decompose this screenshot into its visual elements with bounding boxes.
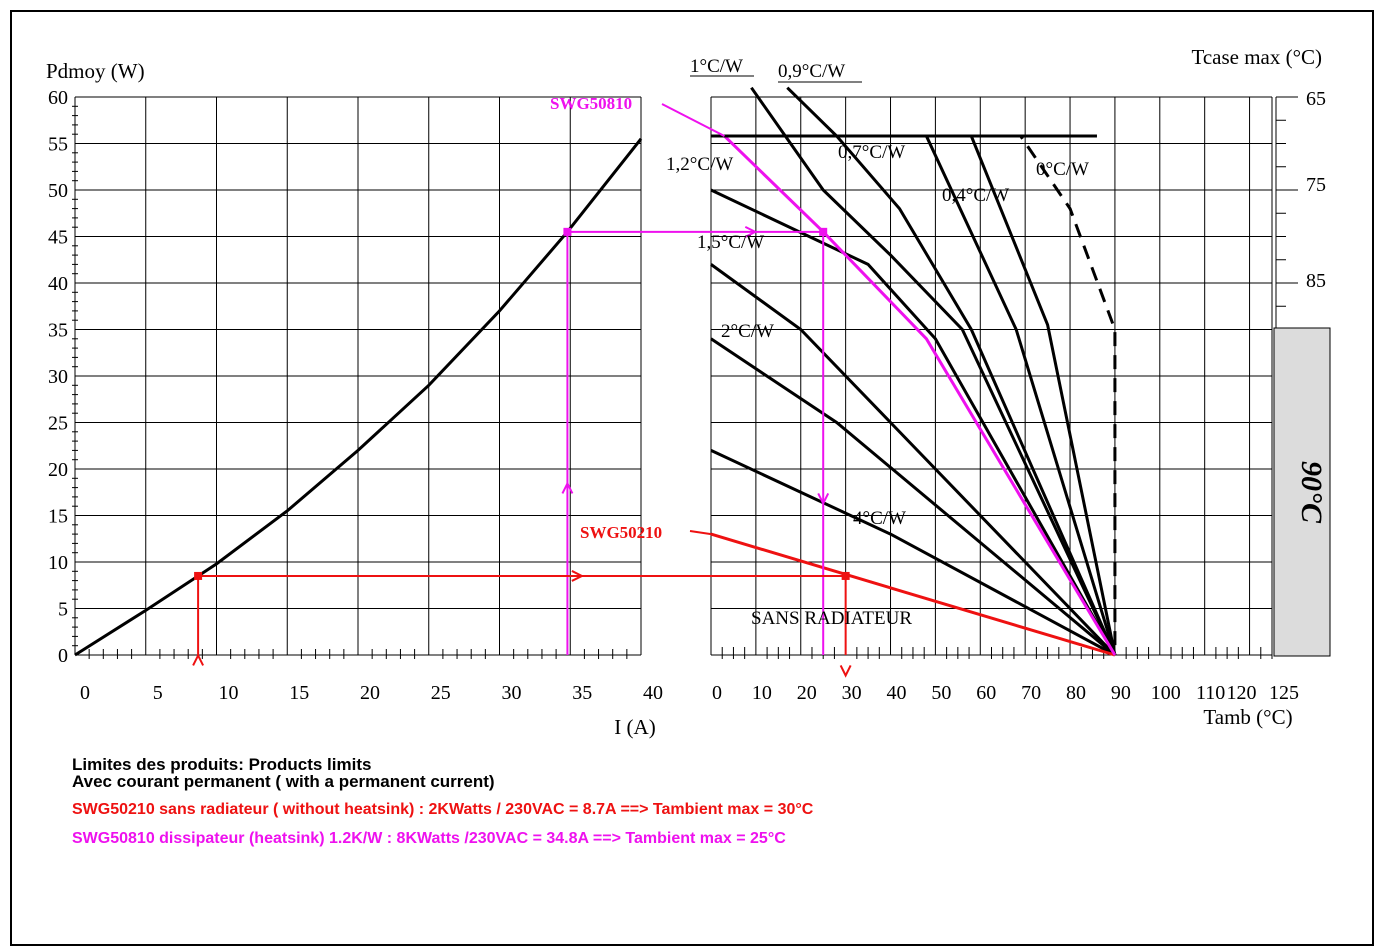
left-y-tick-label: 10 <box>48 552 68 574</box>
arrow-head <box>744 225 758 238</box>
swg50810-point-left <box>563 227 572 236</box>
tick-labels: 0 5 10 15 20 25 30 35 40 0 5 10 15 20 25 30 35 40 45 50 55 60… <box>48 87 1326 704</box>
curve-label-2: 2°C/W <box>721 321 774 342</box>
grey-band-label: 90°C <box>1295 461 1328 524</box>
left-y-tick-label: 60 <box>48 87 68 109</box>
right-y2-tick-label: 85 <box>1306 270 1326 292</box>
left-y-tick-label: 5 <box>58 599 68 621</box>
pd-vs-current-line <box>74 137 643 657</box>
highlight-paths <box>192 103 852 678</box>
curve-sans-radiateur <box>710 532 1116 657</box>
right-ylabel: Tcase max (°C) <box>1191 45 1322 69</box>
swg50810-label: SWG50810 <box>550 94 632 113</box>
arrow-head <box>817 492 830 506</box>
right-y2-tick-label: 75 <box>1306 174 1326 196</box>
left-y-tick-label: 50 <box>48 180 68 202</box>
left-y-tick-label: 30 <box>48 366 68 388</box>
left-y-tick-label: 45 <box>48 227 68 249</box>
curve-2-c-w <box>710 337 1116 657</box>
curve-label-1-2: 1,2°C/W <box>666 154 733 175</box>
right-curves <box>710 86 1117 657</box>
left-curves <box>74 137 643 657</box>
curve-label-0-9: 0,9°C/W <box>778 61 845 82</box>
left-y-tick-label: 25 <box>48 413 68 435</box>
left-xlabel: I (A) <box>614 715 655 739</box>
curve-0-c-w <box>711 134 1117 655</box>
swg50210-point-left <box>194 571 203 580</box>
curve-1-5-c-w <box>710 263 1116 657</box>
right-x-tick-label: 70 <box>1021 682 1041 704</box>
swg50810-point-right <box>819 227 828 236</box>
right-x-tick-label: 110 <box>1196 682 1225 704</box>
arrow-head <box>839 665 852 678</box>
grey-band-90c <box>1273 327 1331 657</box>
right-xlabel: Tamb (°C) <box>1203 705 1292 729</box>
left-x-tick-label: 30 <box>502 682 522 704</box>
left-grid <box>72 96 642 659</box>
swg50810-leader <box>661 103 725 137</box>
curve-0-9-c-w <box>786 86 1117 656</box>
right-x-tick-label: 60 <box>976 682 996 704</box>
curve-1-2-c-w <box>710 188 1117 656</box>
curve-1-c-w <box>750 86 1117 656</box>
left-y-tick-label: 0 <box>58 645 68 667</box>
right-x-tick-label: 0 <box>712 682 722 704</box>
curve-label-1-5: 1,5°C/W <box>697 232 764 253</box>
swg50210-point-right <box>841 571 850 580</box>
left-x-tick-label: 0 <box>80 682 90 704</box>
left-x-tick-label: 5 <box>153 682 163 704</box>
right-x-tick-label: 10 <box>752 682 772 704</box>
right-x-tick-label: 20 <box>797 682 817 704</box>
arrow-head <box>571 570 585 582</box>
notes-block: Limites des produits: Products limits Av… <box>72 752 813 851</box>
right-x-tick-label: 80 <box>1066 682 1086 704</box>
right-y2-tick-label: 65 <box>1306 88 1326 110</box>
left-x-tick-label: 25 <box>431 682 451 704</box>
left-ylabel: Pdmoy (W) <box>46 59 145 83</box>
swg50810-derating-line <box>723 134 1117 656</box>
left-y-tick-label: 35 <box>48 320 68 342</box>
left-x-tick-label: 40 <box>643 682 663 704</box>
right-x-tick-label: 125 <box>1269 682 1299 704</box>
curve-0-7-c-w <box>711 134 1117 656</box>
right-x-tick-label: 30 <box>842 682 862 704</box>
left-y-tick-label: 20 <box>48 459 68 481</box>
left-x-tick-label: 10 <box>219 682 239 704</box>
swg50210-leader <box>689 530 712 536</box>
swg50210-label: SWG50210 <box>580 523 662 542</box>
note-line-1: Limites des produits: Products limits <box>72 755 372 774</box>
right-x-tick-label: 40 <box>887 682 907 704</box>
figure-frame <box>10 10 1374 946</box>
right-x-tick-label: 120 <box>1227 682 1257 704</box>
note-line-4: SWG50810 dissipateur (heatsink) 1.2K/W :… <box>72 830 786 847</box>
curve-label-sans-radiateur: SANS RADIATEUR <box>751 608 912 629</box>
curve-0-4-c-w <box>711 134 1117 656</box>
right-x-tick-label: 90 <box>1111 682 1131 704</box>
left-x-tick-label: 35 <box>572 682 592 704</box>
curve-4-c-w <box>710 449 1116 657</box>
right-grid <box>710 96 1298 659</box>
note-line-3: SWG50210 sans radiateur ( without heatsi… <box>72 801 814 818</box>
left-y-tick-label: 40 <box>48 273 68 295</box>
arrow-head <box>192 653 204 666</box>
curve-label-0: 0°C/W <box>1036 159 1089 180</box>
right-x-tick-label: 100 <box>1151 682 1181 704</box>
curve-label-0-7: 0,7°C/W <box>838 142 905 163</box>
left-y-tick-label: 15 <box>48 506 68 528</box>
left-y-tick-label: 55 <box>48 134 68 156</box>
note-line-2: Avec courant permanent ( with a permanen… <box>72 772 495 791</box>
left-x-tick-label: 15 <box>289 682 309 704</box>
curve-label-4: 4°C/W <box>853 508 906 529</box>
curve-label-0-4: 0,4°C/W <box>942 185 1009 206</box>
curve-label-1: 1°C/W <box>690 56 743 77</box>
left-x-tick-label: 20 <box>360 682 380 704</box>
arrow-head <box>561 481 574 494</box>
right-x-tick-label: 50 <box>931 682 951 704</box>
